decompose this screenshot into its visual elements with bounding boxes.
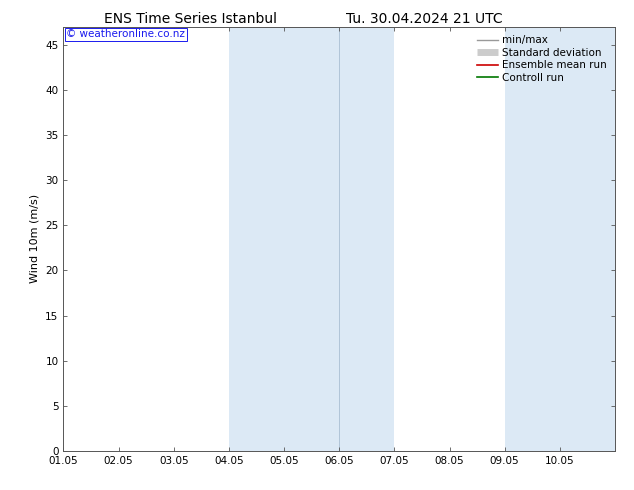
Legend: min/max, Standard deviation, Ensemble mean run, Controll run: min/max, Standard deviation, Ensemble me… (474, 32, 610, 86)
Bar (505, 27, 615, 451)
Bar (229, 27, 394, 451)
Y-axis label: Wind 10m (m/s): Wind 10m (m/s) (30, 195, 40, 283)
Text: © weatheronline.co.nz: © weatheronline.co.nz (66, 29, 185, 39)
Text: Tu. 30.04.2024 21 UTC: Tu. 30.04.2024 21 UTC (346, 12, 503, 26)
Text: ENS Time Series Istanbul: ENS Time Series Istanbul (104, 12, 276, 26)
